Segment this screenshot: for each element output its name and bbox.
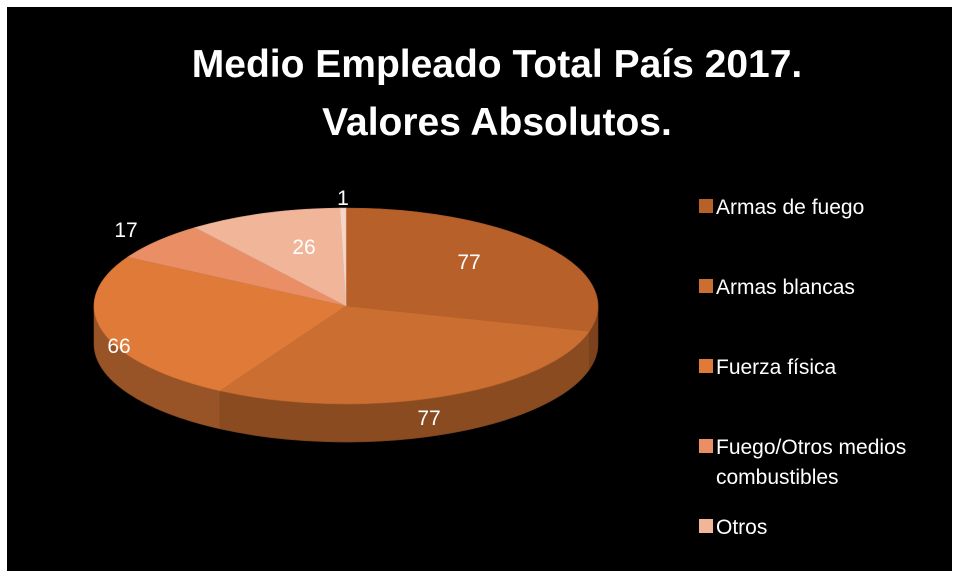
legend-item-4: Fuego/Otros medios combustibles [699, 436, 906, 489]
legend-item-5: Otros [699, 516, 767, 539]
pie-plot [93, 207, 599, 443]
chart-title-line-2: Valores Absolutos. [322, 101, 672, 144]
chart-title-line-1: Medio Empleado Total País 2017. [192, 43, 802, 86]
chart-area: Medio Empleado Total País 2017. Valores A… [7, 7, 952, 571]
legend-item-3: Fuerza física [699, 356, 837, 379]
pie-chart: Medio Empleado Total País 2017. Valores A… [93, 43, 906, 539]
data-label-6: 1 [337, 187, 349, 210]
data-label-5: 26 [292, 236, 315, 259]
pie-slice-1 [345, 207, 599, 332]
legend-label: Armas blancas [716, 276, 855, 299]
legend-swatch [699, 199, 713, 213]
pie-slice-3 [93, 256, 347, 392]
data-label-2: 77 [417, 407, 440, 430]
pie-slice-5 [194, 207, 347, 307]
legend-label: Fuego/Otros medios [716, 436, 906, 459]
legend: Armas de fuego Armas blancas Fuerza física… [699, 196, 906, 539]
legend-item-2: Armas blancas [699, 276, 855, 299]
legend-label: combustibles [716, 466, 839, 489]
legend-label: Otros [716, 516, 767, 539]
legend-label: Fuerza física [716, 356, 837, 379]
legend-swatch [699, 519, 713, 533]
pie-slice-2 [219, 305, 590, 405]
legend-item-1: Armas de fuego [699, 196, 864, 219]
data-labels: 77 77 66 17 26 1 [107, 187, 480, 430]
data-label-3: 66 [107, 335, 130, 358]
data-label-1: 77 [457, 251, 480, 274]
legend-label: Armas de fuego [716, 196, 864, 219]
legend-swatch [699, 439, 713, 453]
chart-title: Medio Empleado Total País 2017. Valores A… [192, 43, 802, 144]
data-label-4: 17 [114, 219, 137, 242]
legend-swatch [699, 279, 713, 293]
pie-slice-6 [339, 207, 347, 307]
legend-swatch [699, 359, 713, 373]
